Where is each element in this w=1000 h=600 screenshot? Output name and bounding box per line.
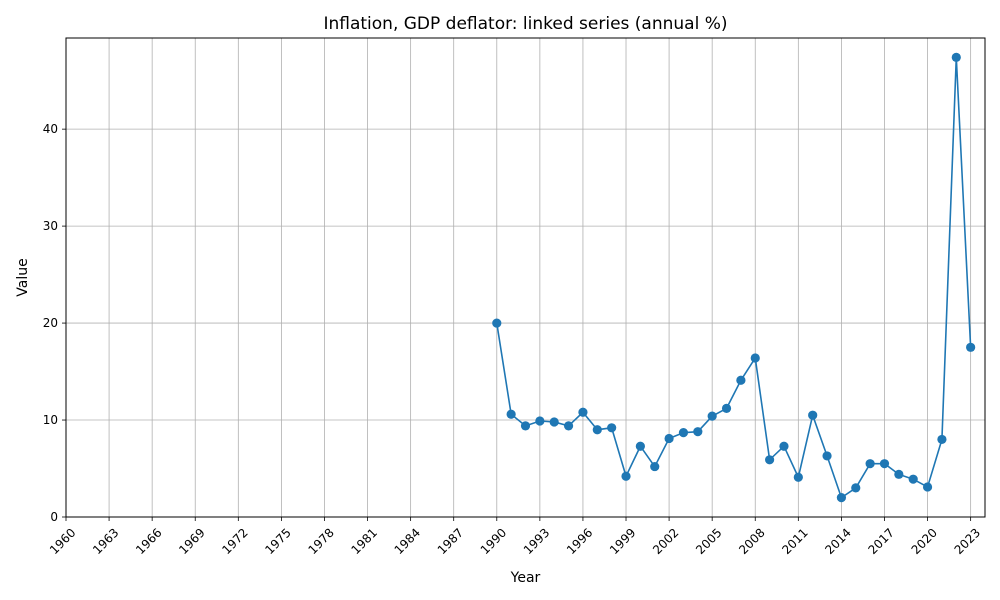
data-point: [922, 482, 933, 492]
data-point: [678, 428, 689, 438]
data-point: [650, 461, 660, 472]
data-point: [563, 421, 574, 431]
data-point: [635, 441, 645, 451]
data-point: [721, 403, 732, 414]
series-layer: [492, 52, 976, 503]
plot-area-frame: [65, 37, 986, 518]
data-point: [578, 407, 588, 417]
data-point: [951, 52, 961, 62]
data-point: [707, 411, 717, 421]
y-tick-label: 40: [43, 122, 58, 136]
y-tick-label: 30: [43, 219, 58, 233]
data-point: [908, 474, 918, 484]
data-point: [607, 423, 617, 433]
y-tick-label: 20: [43, 316, 58, 330]
chart-title: Inflation, GDP deflator: linked series (…: [323, 14, 727, 34]
data-point: [492, 318, 502, 328]
data-point: [765, 455, 775, 465]
data-point: [750, 353, 760, 363]
data-point: [592, 425, 602, 435]
data-point: [693, 427, 703, 437]
data-point: [779, 441, 789, 451]
y-axis-label: Value: [15, 258, 31, 296]
y-tick-label: 10: [43, 413, 58, 427]
data-point: [937, 434, 947, 445]
series-line: [495, 57, 972, 499]
data-point: [664, 433, 674, 444]
y-tick-label: 0: [50, 510, 58, 524]
data-point: [966, 342, 976, 352]
data-point: [879, 459, 890, 469]
data-point: [736, 375, 746, 385]
data-point: [851, 483, 861, 493]
data-point: [865, 459, 875, 469]
data-point: [894, 469, 904, 479]
data-point: [506, 409, 516, 419]
data-point: [621, 471, 631, 481]
data-point: [549, 417, 559, 427]
data-point: [822, 451, 832, 461]
data-point: [793, 472, 803, 482]
x-axis-label: Year: [510, 570, 541, 586]
data-point: [836, 493, 847, 503]
data-point: [520, 421, 531, 431]
data-point: [808, 410, 818, 420]
data-point: [535, 416, 545, 426]
